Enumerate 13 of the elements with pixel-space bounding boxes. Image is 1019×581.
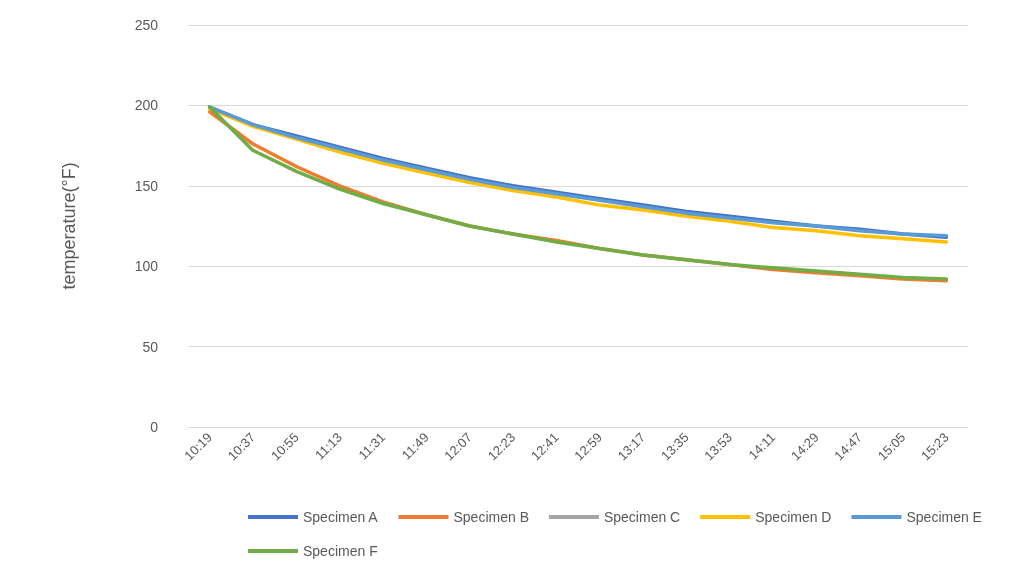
- y-tick-label: 250: [134, 17, 159, 33]
- y-tick-label: 50: [142, 338, 159, 355]
- legend-label: Specimen D: [755, 509, 832, 525]
- y-tick-label: 0: [150, 419, 159, 435]
- y-tick-label: 100: [134, 258, 159, 275]
- legend-label: Specimen B: [453, 509, 529, 525]
- legend-label: Specimen F: [303, 543, 378, 559]
- legend-label: Specimen C: [603, 509, 681, 525]
- legend-label: Specimen E: [906, 509, 982, 525]
- y-tick-label: 200: [134, 97, 159, 114]
- y-tick-label: 150: [134, 177, 159, 194]
- legend-label: Specimen A: [303, 509, 379, 525]
- y-axis-title: temperature(°F): [59, 162, 79, 290]
